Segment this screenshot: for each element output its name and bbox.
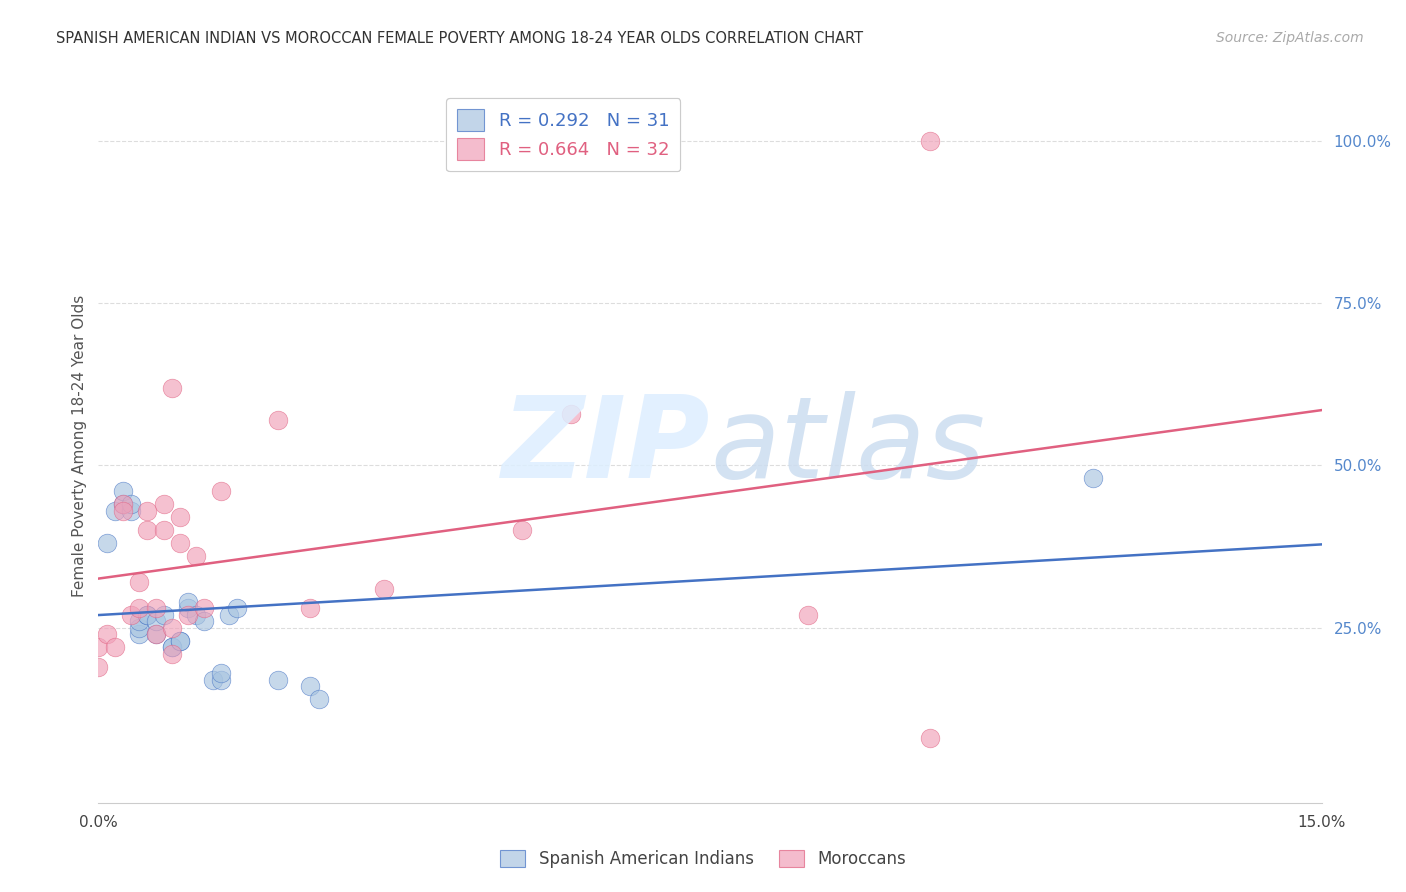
Point	[111, 497, 134, 511]
Point	[111, 484, 134, 499]
Point	[160, 640, 183, 654]
Point	[373, 582, 395, 596]
Point	[201, 673, 224, 687]
Point	[136, 504, 159, 518]
Text: atlas: atlas	[710, 391, 986, 501]
Point	[128, 621, 150, 635]
Point	[169, 536, 191, 550]
Point	[209, 484, 232, 499]
Point	[267, 673, 290, 687]
Point	[169, 633, 191, 648]
Point	[218, 607, 240, 622]
Point	[920, 731, 942, 745]
Text: SPANISH AMERICAN INDIAN VS MOROCCAN FEMALE POVERTY AMONG 18-24 YEAR OLDS CORRELA: SPANISH AMERICAN INDIAN VS MOROCCAN FEMA…	[56, 31, 863, 46]
Point	[797, 607, 820, 622]
Point	[169, 510, 191, 524]
Point	[120, 504, 142, 518]
Point	[128, 575, 150, 590]
Point	[87, 659, 110, 673]
Point	[177, 607, 200, 622]
Point	[111, 504, 134, 518]
Text: ZIP: ZIP	[502, 391, 710, 501]
Point	[160, 647, 183, 661]
Point	[186, 607, 208, 622]
Point	[145, 601, 167, 615]
Point	[512, 524, 534, 538]
Point	[136, 524, 159, 538]
Point	[186, 549, 208, 564]
Point	[136, 607, 159, 622]
Point	[299, 601, 322, 615]
Y-axis label: Female Poverty Among 18-24 Year Olds: Female Poverty Among 18-24 Year Olds	[72, 295, 87, 597]
Point	[152, 524, 174, 538]
Point	[145, 627, 167, 641]
Point	[209, 666, 232, 681]
Point	[1083, 471, 1105, 485]
Point	[177, 595, 200, 609]
Point	[152, 497, 174, 511]
Legend: Spanish American Indians, Moroccans: Spanish American Indians, Moroccans	[494, 843, 912, 875]
Legend: R = 0.292   N = 31, R = 0.664   N = 32: R = 0.292 N = 31, R = 0.664 N = 32	[446, 98, 681, 171]
Text: Source: ZipAtlas.com: Source: ZipAtlas.com	[1216, 31, 1364, 45]
Point	[160, 640, 183, 654]
Point	[128, 614, 150, 628]
Point	[145, 627, 167, 641]
Point	[193, 614, 215, 628]
Point	[169, 633, 191, 648]
Point	[193, 601, 215, 615]
Point	[111, 497, 134, 511]
Point	[104, 504, 127, 518]
Point	[120, 497, 142, 511]
Point	[267, 413, 290, 427]
Point	[120, 607, 142, 622]
Point	[160, 381, 183, 395]
Point	[104, 640, 127, 654]
Point	[145, 614, 167, 628]
Point	[128, 601, 150, 615]
Point	[96, 627, 118, 641]
Point	[136, 607, 159, 622]
Point	[177, 601, 200, 615]
Point	[128, 627, 150, 641]
Point	[209, 673, 232, 687]
Point	[152, 607, 174, 622]
Point	[160, 621, 183, 635]
Point	[560, 407, 582, 421]
Point	[96, 536, 118, 550]
Point	[308, 692, 330, 706]
Point	[920, 134, 942, 148]
Point	[299, 679, 322, 693]
Point	[226, 601, 249, 615]
Point	[87, 640, 110, 654]
